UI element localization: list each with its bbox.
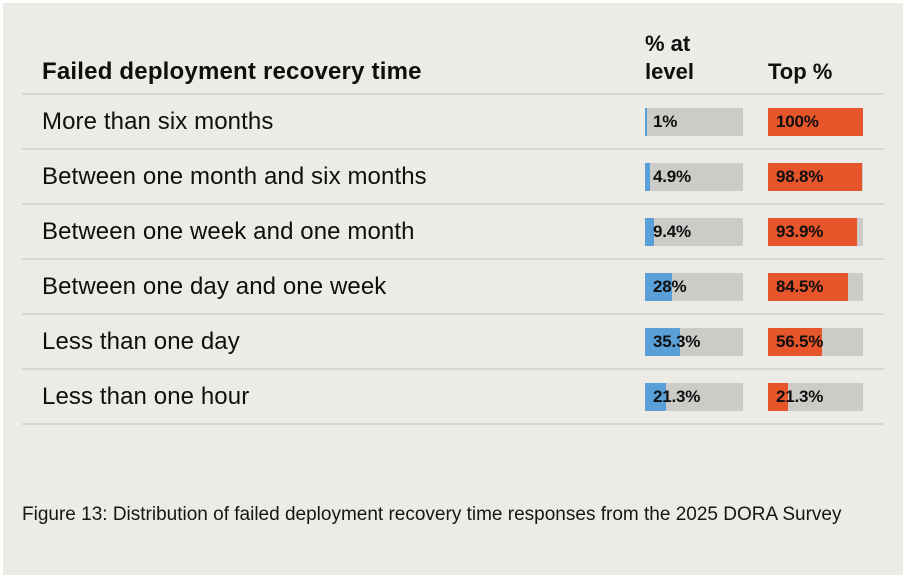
at-level-bar-track: 9.4%	[645, 218, 743, 246]
row-label: Less than one day	[42, 327, 240, 355]
at-level-bar-value: 35.3%	[653, 332, 701, 351]
top-bar-track: 93.9%	[768, 218, 863, 246]
top-bar-value: 100%	[776, 112, 819, 131]
figure-card: Failed deployment recovery time % at lev…	[3, 3, 903, 575]
row-label: Less than one hour	[42, 382, 250, 410]
table-row: Between one day and one week 28% 84.5%	[3, 260, 903, 315]
table-row: Between one month and six months 4.9% 98…	[3, 150, 903, 205]
row-label: Between one month and six months	[42, 162, 427, 190]
column-header-at-level: % at level	[645, 31, 694, 84]
at-level-bar-fill	[645, 273, 673, 301]
row-label: More than six months	[42, 107, 274, 135]
at-level-bar-track: 28%	[645, 273, 743, 301]
table-header: Failed deployment recovery time % at lev…	[3, 3, 903, 93]
row-separator	[22, 258, 884, 260]
at-level-bar-fill	[645, 108, 647, 136]
top-bar-fill	[768, 218, 858, 246]
at-level-bar-value: 4.9%	[653, 167, 691, 186]
top-bar-track: 100%	[768, 108, 863, 136]
row-separator	[22, 423, 884, 425]
row-label: Between one week and one month	[42, 217, 415, 245]
at-level-bar-value: 1%	[653, 112, 678, 131]
rows: More than six months 1% 100% Between one…	[3, 95, 903, 425]
row-separator	[22, 313, 884, 315]
top-bar-track: 21.3%	[768, 383, 863, 411]
top-bar-track: 84.5%	[768, 273, 863, 301]
top-bar-value: 93.9%	[776, 222, 824, 241]
header-separator	[22, 93, 884, 95]
top-bar-fill	[768, 108, 863, 136]
at-level-bar-fill	[645, 383, 666, 411]
column-header-top-pct: Top %	[768, 59, 833, 84]
row-separator	[22, 368, 884, 370]
at-level-bar-track: 21.3%	[645, 383, 743, 411]
at-level-bar-value: 9.4%	[653, 222, 691, 241]
top-bar-fill	[768, 383, 789, 411]
row-separator	[22, 203, 884, 205]
at-level-bar-fill	[645, 328, 680, 356]
table-row: More than six months 1% 100%	[3, 95, 903, 150]
figure-caption: Figure 13: Distribution of failed deploy…	[22, 504, 842, 525]
top-bar-fill	[768, 328, 822, 356]
at-level-bar-track: 1%	[645, 108, 743, 136]
at-level-bar-value: 28%	[653, 277, 687, 296]
row-label: Between one day and one week	[42, 272, 387, 300]
top-bar-track: 98.8%	[768, 163, 863, 191]
top-bar-value: 98.8%	[776, 167, 824, 186]
top-bar-value: 84.5%	[776, 277, 824, 296]
at-level-bar-fill	[645, 163, 650, 191]
top-bar-fill	[768, 163, 862, 191]
table-row: Less than one day 35.3% 56.5%	[3, 315, 903, 370]
top-bar-value: 56.5%	[776, 332, 824, 351]
at-level-bar-track: 35.3%	[645, 328, 743, 356]
at-level-bar-fill	[645, 218, 655, 246]
chart-title: Failed deployment recovery time	[42, 58, 422, 85]
at-level-bar-track: 4.9%	[645, 163, 743, 191]
top-bar-value: 21.3%	[776, 387, 824, 406]
at-level-bar-value: 21.3%	[653, 387, 701, 406]
table-row: Less than one hour 21.3% 21.3%	[3, 370, 903, 425]
row-separator	[22, 148, 884, 150]
table-row: Between one week and one month 9.4% 93.9…	[3, 205, 903, 260]
top-bar-track: 56.5%	[768, 328, 863, 356]
top-bar-fill	[768, 273, 849, 301]
